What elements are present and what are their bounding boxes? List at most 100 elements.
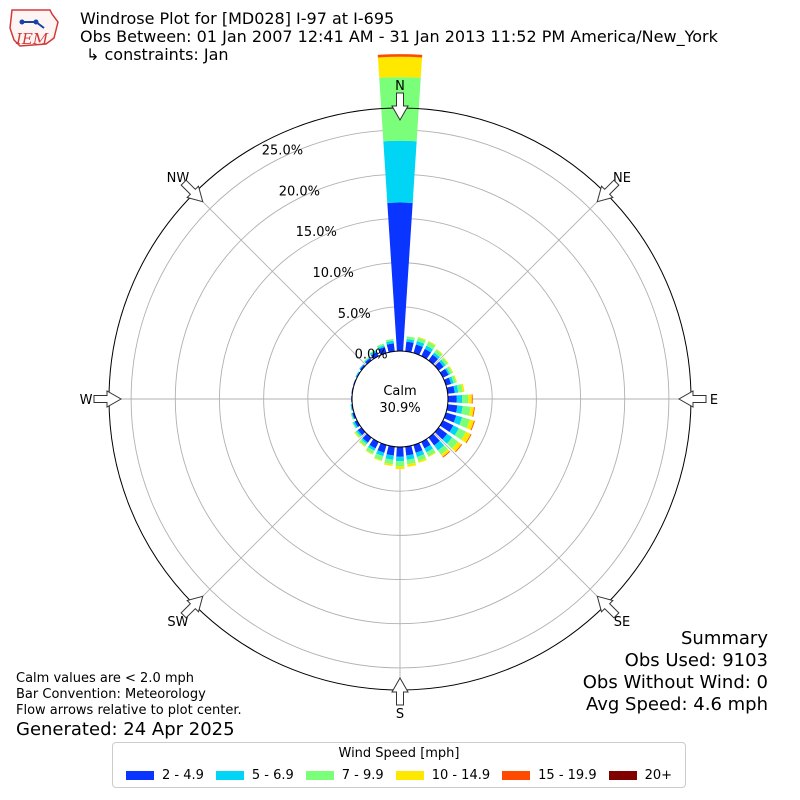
wind-bar [413, 344, 423, 356]
flow-arrow-shape [180, 179, 204, 203]
wind-bar [376, 450, 385, 457]
wind-bar [445, 367, 451, 375]
wind-bar [350, 404, 353, 411]
wind-bar [406, 338, 415, 343]
wind-bar [357, 427, 366, 436]
wind-bar [363, 356, 370, 362]
wind-bar [446, 366, 453, 375]
flow-arrows-note: Flow arrows relative to plot center. [16, 703, 242, 718]
wind-bar [461, 405, 471, 416]
grid-spoke [433, 432, 607, 606]
wind-bar [352, 412, 357, 420]
summary-obs-used: Obs Used: 9103 [624, 650, 768, 671]
legend-swatch [305, 771, 334, 780]
direction-label: W [80, 393, 93, 408]
wind-bar [439, 359, 446, 367]
wind-bar [432, 352, 440, 360]
plot-notes: Calm values are < 2.0 mph Bar Convention… [16, 671, 242, 719]
summary-heading: Summary [681, 628, 768, 649]
wind-bar [386, 340, 394, 345]
wind-bar [456, 384, 463, 393]
svg-text:IEM: IEM [15, 30, 49, 48]
wind-bar [376, 343, 385, 348]
wind-bar [426, 341, 436, 350]
wind-bar [406, 336, 415, 341]
legend-label: 20+ [644, 768, 673, 783]
direction-label: S [396, 707, 404, 722]
radial-tick-label: 5.0% [338, 307, 371, 322]
wind-bar [446, 437, 458, 449]
flow-arrow-icon [93, 390, 123, 408]
wind-bar [386, 343, 395, 353]
wind-bar [453, 375, 458, 383]
wind-bar [374, 453, 384, 461]
legend-item: 15 - 19.9 [502, 768, 597, 783]
legend-item: 5 - 6.9 [215, 768, 294, 783]
wind-bar [416, 337, 426, 344]
wind-bar [395, 466, 405, 470]
wind-bar [406, 458, 416, 465]
plot-title: Windrose Plot for [MD028] I-97 at I-695 [80, 9, 395, 28]
direction-label: SE [614, 615, 630, 630]
flow-arrow-icon [180, 595, 204, 619]
wind-bar [465, 433, 472, 444]
wind-bar [466, 419, 475, 431]
wind-bar [448, 365, 454, 374]
wind-bar [358, 441, 366, 447]
flow-arrow-icon [180, 179, 204, 203]
legend-swatch [608, 771, 637, 780]
wind-bar [406, 454, 415, 460]
radial-tick-label: 10.0% [313, 266, 354, 281]
wind-bar [413, 442, 423, 453]
flow-arrow-icon [391, 92, 409, 122]
legend-items: 2 - 4.9 5 - 6.9 7 - 9.9 10 - 14.9 15 - 19.9 2… [113, 768, 685, 783]
flow-arrow-shape [391, 92, 409, 122]
calm-label: Calm [383, 384, 416, 399]
wind-bar [455, 444, 463, 453]
wind-bar [353, 421, 358, 429]
grid-spoke [433, 192, 607, 366]
wind-bar [451, 441, 462, 452]
legend-item: 7 - 9.9 [305, 768, 384, 783]
wind-bar [359, 439, 367, 447]
wind-bar [385, 338, 394, 343]
flow-arrow-shape [677, 390, 707, 408]
wind-bar [417, 336, 427, 341]
wind-bar [428, 340, 436, 346]
flow-arrow-shape [596, 179, 620, 203]
radial-tick-label: 20.0% [279, 184, 320, 199]
wind-bar [456, 405, 463, 414]
wind-bar [461, 383, 465, 393]
wind-bar [354, 431, 361, 438]
wind-bar [384, 462, 393, 467]
wind-bar [359, 364, 366, 371]
calm-circle [351, 350, 449, 448]
wind-bar [352, 422, 357, 429]
flow-arrow-shape [180, 595, 204, 619]
wind-bar [407, 462, 417, 467]
wind-bar [446, 385, 455, 394]
wind-bar [364, 357, 371, 363]
wind-bar [453, 415, 463, 426]
wind-bar [424, 345, 434, 353]
wind-bar [421, 348, 432, 360]
obs-between: Obs Between: 01 Jan 2007 12:41 AM - 31 J… [80, 27, 718, 46]
constraints: ↳ constraints: Jan [86, 45, 229, 64]
wind-bar [434, 440, 445, 451]
legend-swatch [395, 771, 424, 780]
wind-bar [468, 406, 475, 417]
wind-bar [395, 461, 405, 467]
wind-bar [377, 345, 385, 350]
wind-bar [424, 444, 434, 453]
wind-bar [451, 375, 457, 384]
wind-bar [428, 452, 436, 458]
wind-bar [366, 447, 375, 454]
flow-arrow-icon [677, 390, 707, 408]
wind-bar [459, 417, 470, 429]
legend-item: 2 - 4.9 [125, 768, 204, 783]
wind-bar [453, 385, 459, 393]
flow-arrow-shape [93, 390, 123, 408]
wind-bar [354, 420, 361, 428]
radial-tick-label: 25.0% [262, 144, 303, 159]
